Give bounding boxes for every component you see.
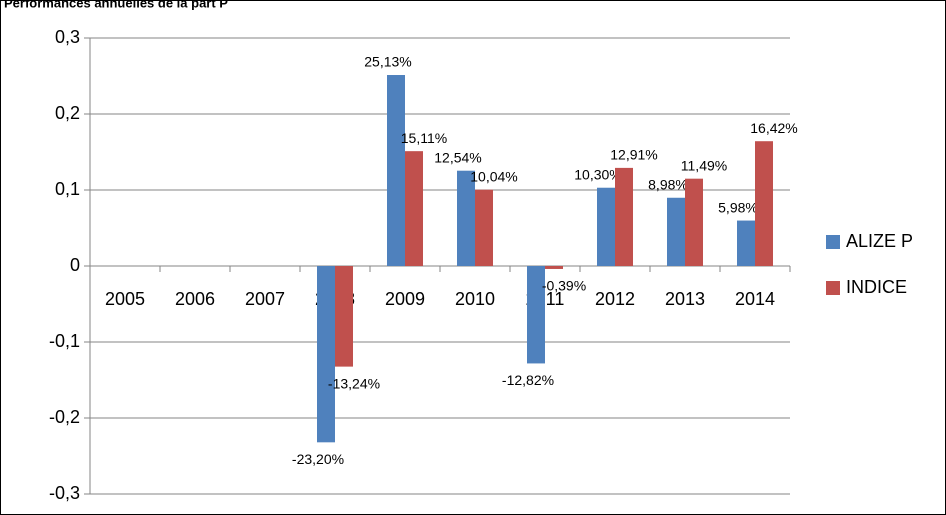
bar xyxy=(335,266,353,367)
data-label: -13,24% xyxy=(328,375,380,391)
data-label: 15,11% xyxy=(401,130,447,146)
data-label: -12,82% xyxy=(502,372,554,388)
y-tick-label: 0 xyxy=(70,255,80,275)
data-label: -0,39% xyxy=(542,278,586,294)
bar xyxy=(597,187,615,266)
legend-label: ALIZE P xyxy=(846,231,913,251)
data-label: 10,04% xyxy=(470,168,517,184)
data-label: 16,42% xyxy=(750,120,797,136)
bar xyxy=(527,266,545,364)
x-tick-label: 2005 xyxy=(105,289,145,309)
x-tick-label: 2009 xyxy=(385,289,425,309)
legend-swatch xyxy=(826,281,840,295)
bar xyxy=(457,170,475,266)
data-label: 10,30% xyxy=(574,166,621,182)
bar xyxy=(387,75,405,267)
bar xyxy=(317,266,335,443)
x-tick-label: 2012 xyxy=(595,289,635,309)
y-tick-label: 0,1 xyxy=(55,179,80,199)
data-label: 12,91% xyxy=(610,147,657,163)
x-tick-label: 2014 xyxy=(735,289,775,309)
chart-title: Performances annuelles de la part P xyxy=(4,0,228,10)
x-tick-label: 2007 xyxy=(245,289,285,309)
bar xyxy=(405,151,423,266)
y-tick-label: -0,2 xyxy=(49,407,80,427)
bar xyxy=(475,189,493,266)
data-label: 25,13% xyxy=(364,54,411,70)
legend-label: INDICE xyxy=(846,277,907,297)
bar xyxy=(755,141,773,266)
data-label: 12,54% xyxy=(434,149,481,165)
bar xyxy=(545,266,563,269)
y-tick-label: 0,2 xyxy=(55,103,80,123)
bar xyxy=(667,197,685,266)
bar xyxy=(615,167,633,266)
x-tick-label: 2013 xyxy=(665,289,705,309)
legend-swatch xyxy=(826,235,840,249)
y-tick-label: -0,3 xyxy=(49,483,80,503)
data-label: 8,98% xyxy=(648,176,688,192)
bar xyxy=(685,178,703,266)
x-tick-label: 2006 xyxy=(175,289,215,309)
y-tick-label: -0,1 xyxy=(49,331,80,351)
data-label: 5,98% xyxy=(718,199,758,215)
x-tick-label: 2010 xyxy=(455,289,495,309)
data-label: -23,20% xyxy=(292,451,344,467)
y-tick-label: 0,3 xyxy=(55,27,80,47)
bar xyxy=(737,220,755,266)
data-label: 11,49% xyxy=(681,157,727,173)
